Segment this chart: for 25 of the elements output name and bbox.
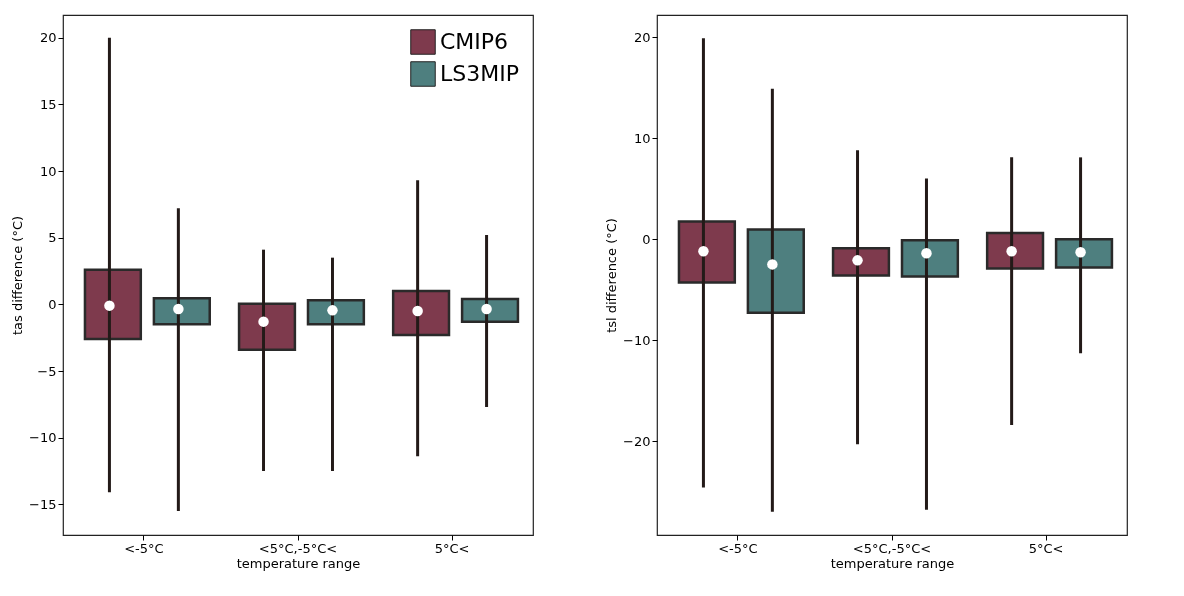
x-tick-label: <-5°C [124,540,164,556]
x-tick-label: 5°C< [434,540,470,556]
y-tick-label: −5 [37,363,57,379]
y-axis-title: tsl difference (°C) [604,218,620,333]
y-tick-label: 20 [633,29,651,45]
x-tick-label: <5°C,-5°C< [258,540,338,556]
x-tick-label: <-5°C [718,540,758,556]
x-axis-title: temperature range [830,555,955,571]
y-tick-label: −20 [623,433,651,449]
y-tick-label: 5 [48,230,57,246]
y-tick-label: −10 [623,332,651,348]
legend-label: CMIP6 [440,29,509,54]
legend-label: LS3MIP [440,61,519,86]
y-axis-title: tas difference (°C) [10,215,26,336]
x-axis-title: temperature range [236,555,361,571]
y-tick-label: 0 [642,231,651,247]
y-tick-label: 0 [48,296,57,312]
y-tick-label: 10 [39,163,57,179]
x-tick-label: <5°C,-5°C< [852,540,932,556]
x-tick-label: 5°C< [1028,540,1064,556]
y-tick-label: −10 [29,430,57,446]
y-tick-label: 20 [39,30,57,46]
y-tick-label: 15 [39,96,57,112]
y-tick-label: −15 [29,496,57,512]
y-tick-label: 10 [633,130,651,146]
